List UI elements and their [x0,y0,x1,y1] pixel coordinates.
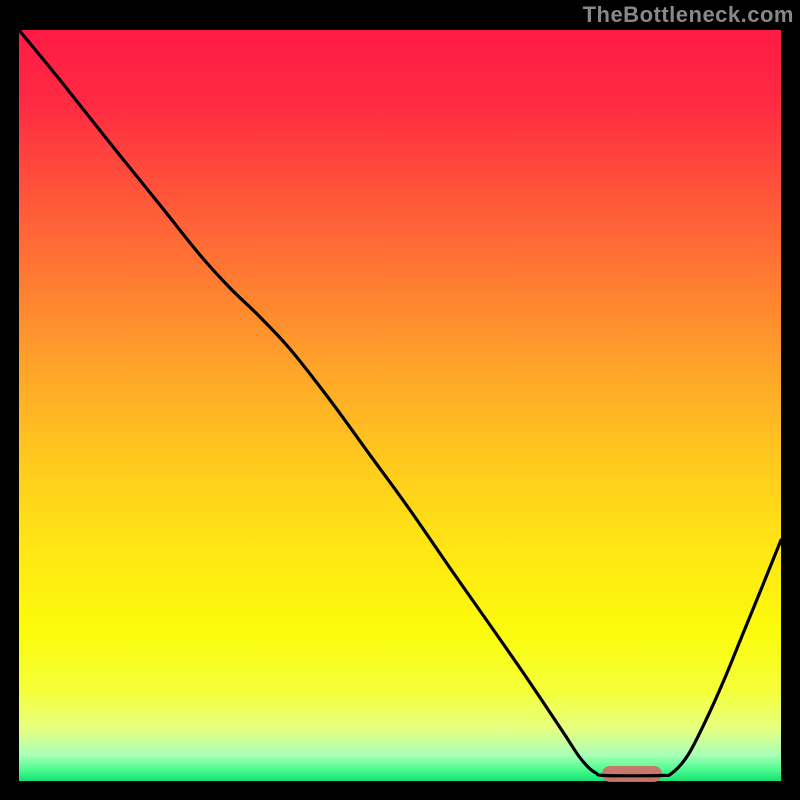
optimal-range-marker [602,766,662,782]
bottleneck-chart [0,0,800,800]
chart-plot-area [19,30,781,781]
watermark-text: TheBottleneck.com [583,2,794,28]
chart-container: { "watermark": { "text": "TheBottleneck.… [0,0,800,800]
